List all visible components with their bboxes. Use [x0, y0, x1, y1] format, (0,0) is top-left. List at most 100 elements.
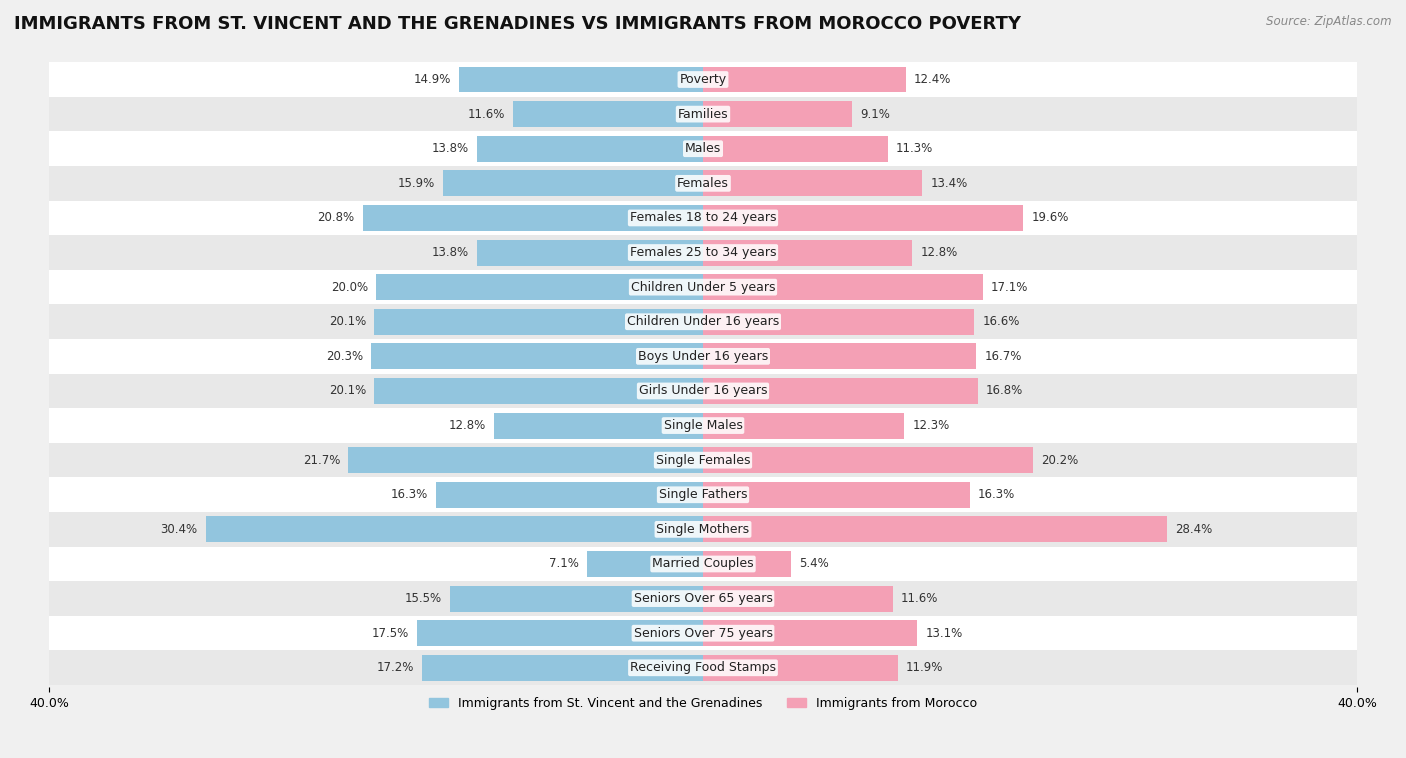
Text: Families: Families — [678, 108, 728, 121]
Text: 16.3%: 16.3% — [391, 488, 429, 501]
Legend: Immigrants from St. Vincent and the Grenadines, Immigrants from Morocco: Immigrants from St. Vincent and the Gren… — [425, 692, 981, 715]
Bar — [49, 547, 1357, 581]
Bar — [703, 101, 852, 127]
Text: 19.6%: 19.6% — [1032, 211, 1069, 224]
Bar — [703, 412, 904, 439]
Text: 28.4%: 28.4% — [1175, 523, 1213, 536]
Text: 7.1%: 7.1% — [548, 557, 579, 571]
Bar — [703, 171, 922, 196]
Bar — [422, 655, 703, 681]
Text: Males: Males — [685, 143, 721, 155]
Text: 12.3%: 12.3% — [912, 419, 949, 432]
Bar — [49, 201, 1357, 235]
Text: Single Mothers: Single Mothers — [657, 523, 749, 536]
Bar — [478, 240, 703, 265]
Bar — [460, 67, 703, 92]
Bar — [49, 270, 1357, 305]
Bar — [703, 551, 792, 577]
Bar — [586, 551, 703, 577]
Text: 17.2%: 17.2% — [377, 661, 413, 675]
Text: Single Females: Single Females — [655, 454, 751, 467]
Bar — [49, 305, 1357, 339]
Bar — [416, 620, 703, 646]
Text: 13.4%: 13.4% — [931, 177, 967, 190]
Bar — [703, 586, 893, 612]
Bar — [513, 101, 703, 127]
Bar — [703, 343, 976, 369]
Bar — [49, 581, 1357, 616]
Bar — [703, 205, 1024, 231]
Text: 16.8%: 16.8% — [986, 384, 1024, 397]
Bar — [703, 482, 970, 508]
Bar — [494, 412, 703, 439]
Text: 16.6%: 16.6% — [983, 315, 1019, 328]
Bar — [49, 97, 1357, 131]
Text: Females: Females — [678, 177, 728, 190]
Text: Married Couples: Married Couples — [652, 557, 754, 571]
Text: 13.8%: 13.8% — [432, 246, 470, 259]
Text: 30.4%: 30.4% — [160, 523, 198, 536]
Text: Source: ZipAtlas.com: Source: ZipAtlas.com — [1267, 15, 1392, 28]
Bar — [703, 309, 974, 335]
Bar — [49, 339, 1357, 374]
Bar — [49, 235, 1357, 270]
Bar — [450, 586, 703, 612]
Text: Girls Under 16 years: Girls Under 16 years — [638, 384, 768, 397]
Text: 9.1%: 9.1% — [860, 108, 890, 121]
Bar — [363, 205, 703, 231]
Bar — [49, 374, 1357, 409]
Text: 16.7%: 16.7% — [984, 350, 1022, 363]
Text: 14.9%: 14.9% — [413, 73, 451, 86]
Text: Children Under 5 years: Children Under 5 years — [631, 280, 775, 293]
Bar — [49, 409, 1357, 443]
Bar — [49, 650, 1357, 685]
Text: Females 18 to 24 years: Females 18 to 24 years — [630, 211, 776, 224]
Text: Children Under 16 years: Children Under 16 years — [627, 315, 779, 328]
Text: IMMIGRANTS FROM ST. VINCENT AND THE GRENADINES VS IMMIGRANTS FROM MOROCCO POVERT: IMMIGRANTS FROM ST. VINCENT AND THE GREN… — [14, 15, 1021, 33]
Text: Single Fathers: Single Fathers — [659, 488, 747, 501]
Text: 12.8%: 12.8% — [449, 419, 485, 432]
Bar — [49, 616, 1357, 650]
Bar — [703, 655, 897, 681]
Bar — [478, 136, 703, 161]
Text: 16.3%: 16.3% — [977, 488, 1015, 501]
Bar — [205, 516, 703, 543]
Bar — [703, 620, 917, 646]
Bar — [374, 378, 703, 404]
Bar — [703, 274, 983, 300]
Bar — [703, 136, 887, 161]
Bar — [443, 171, 703, 196]
Bar — [375, 274, 703, 300]
Text: Receiving Food Stamps: Receiving Food Stamps — [630, 661, 776, 675]
Text: Single Males: Single Males — [664, 419, 742, 432]
Bar — [349, 447, 703, 473]
Text: Poverty: Poverty — [679, 73, 727, 86]
Bar — [49, 166, 1357, 201]
Bar — [703, 516, 1167, 543]
Bar — [703, 240, 912, 265]
Text: 20.8%: 20.8% — [318, 211, 354, 224]
Text: 11.6%: 11.6% — [901, 592, 938, 605]
Bar — [49, 478, 1357, 512]
Bar — [49, 512, 1357, 547]
Text: 20.2%: 20.2% — [1042, 454, 1078, 467]
Text: 13.8%: 13.8% — [432, 143, 470, 155]
Text: 11.3%: 11.3% — [896, 143, 934, 155]
Text: 20.0%: 20.0% — [330, 280, 368, 293]
Bar — [371, 343, 703, 369]
Text: 17.5%: 17.5% — [371, 627, 409, 640]
Text: 15.9%: 15.9% — [398, 177, 434, 190]
Text: Females 25 to 34 years: Females 25 to 34 years — [630, 246, 776, 259]
Bar — [49, 131, 1357, 166]
Text: Seniors Over 65 years: Seniors Over 65 years — [634, 592, 772, 605]
Bar — [703, 67, 905, 92]
Bar — [436, 482, 703, 508]
Text: 11.9%: 11.9% — [905, 661, 943, 675]
Text: Boys Under 16 years: Boys Under 16 years — [638, 350, 768, 363]
Text: 20.1%: 20.1% — [329, 384, 366, 397]
Bar — [703, 378, 977, 404]
Text: 20.3%: 20.3% — [326, 350, 363, 363]
Bar — [703, 447, 1033, 473]
Text: 15.5%: 15.5% — [405, 592, 441, 605]
Text: Seniors Over 75 years: Seniors Over 75 years — [634, 627, 772, 640]
